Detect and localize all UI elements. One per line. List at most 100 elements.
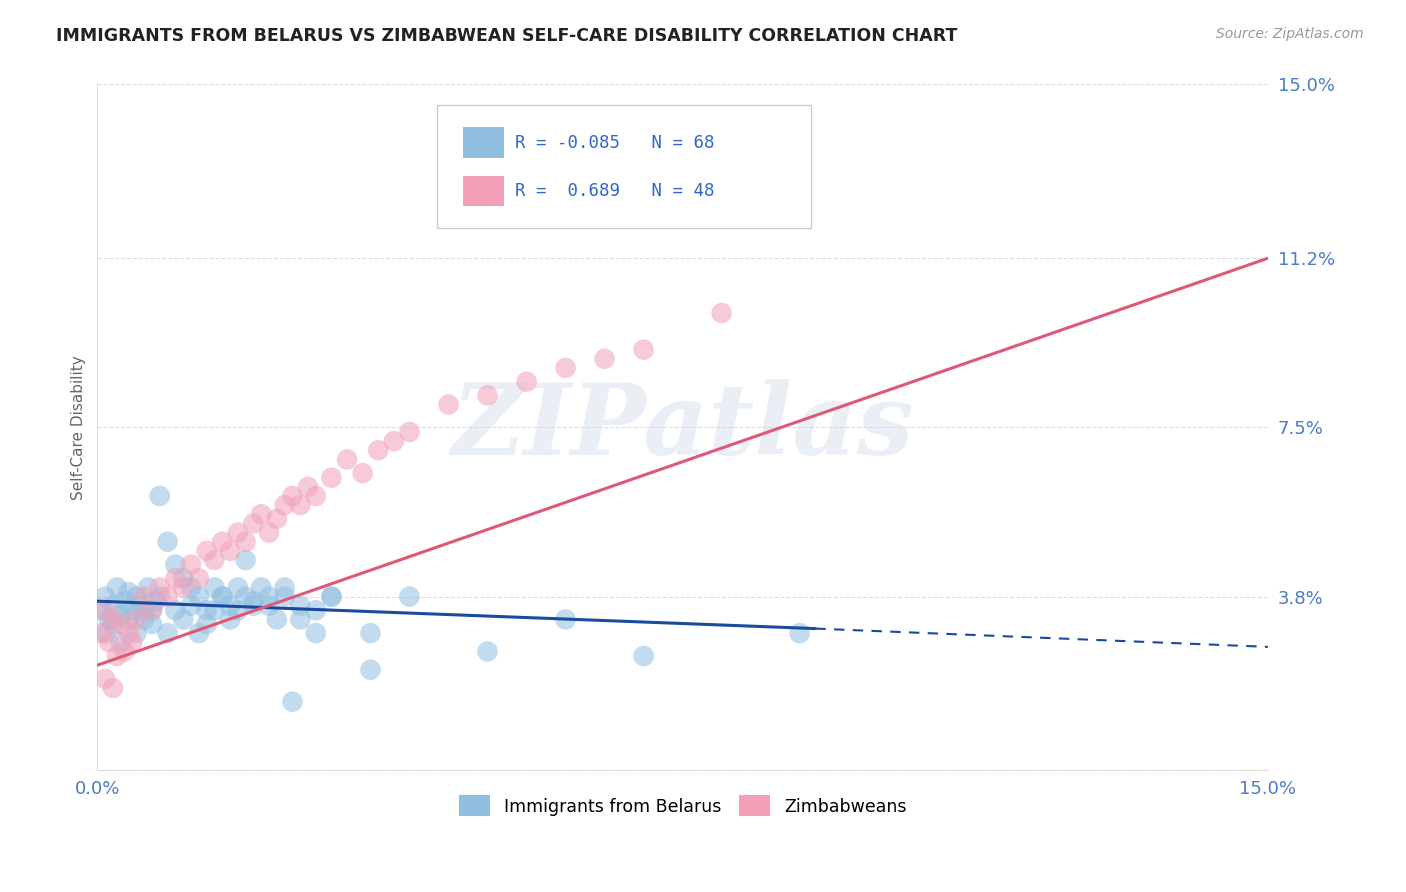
Point [156,590,179,604]
Point [172,581,194,595]
Point [105,648,128,663]
Point [94,590,117,604]
Point [257,590,280,604]
Point [98,635,121,649]
Point [136,581,159,595]
Point [172,612,194,626]
Point [789,626,811,640]
Point [477,644,499,658]
Point [398,590,420,604]
Point [235,553,257,567]
Point [321,590,343,604]
Point [226,581,249,595]
Point [141,603,163,617]
Legend: Immigrants from Belarus, Zimbabweans: Immigrants from Belarus, Zimbabweans [451,789,914,823]
Point [114,644,136,658]
Point [281,489,304,503]
Point [165,603,187,617]
FancyBboxPatch shape [437,105,811,228]
Point [117,626,139,640]
Point [219,612,242,626]
Point [242,516,264,531]
Point [211,590,233,604]
Point [226,603,249,617]
Point [367,443,389,458]
Point [94,603,117,617]
Point [211,590,233,604]
Point [242,594,264,608]
Point [129,599,152,613]
Point [180,599,202,613]
Point [187,571,209,585]
Point [149,489,172,503]
Text: IMMIGRANTS FROM BELARUS VS ZIMBABWEAN SELF-CARE DISABILITY CORRELATION CHART: IMMIGRANTS FROM BELARUS VS ZIMBABWEAN SE… [56,27,957,45]
Point [195,617,218,632]
Point [187,626,209,640]
Point [321,590,343,604]
Point [110,635,132,649]
Point [211,534,233,549]
Point [219,599,242,613]
Point [101,617,124,632]
Point [352,466,374,480]
Point [219,544,242,558]
Point [180,581,202,595]
Point [149,590,172,604]
Point [321,471,343,485]
Point [633,343,655,357]
Point [156,534,179,549]
Point [121,603,143,617]
Point [360,663,382,677]
Point [257,599,280,613]
Point [117,585,139,599]
Point [202,603,225,617]
Y-axis label: Self-Care Disability: Self-Care Disability [72,355,86,500]
Point [273,581,295,595]
Point [134,590,156,604]
Point [141,617,163,632]
Text: ZIPatlas: ZIPatlas [451,379,914,475]
Point [101,612,124,626]
Point [516,375,538,389]
Point [266,512,288,526]
Point [235,590,257,604]
Point [382,434,405,449]
Point [242,599,264,613]
Point [297,480,319,494]
Point [90,626,112,640]
Point [554,360,576,375]
Point [305,603,328,617]
Point [633,648,655,663]
Point [235,534,257,549]
Point [110,617,132,632]
Point [305,489,328,503]
Point [477,388,499,402]
Point [554,612,576,626]
Point [250,508,273,522]
Point [149,581,172,595]
Bar [463,176,503,206]
Text: R = -0.085   N = 68: R = -0.085 N = 68 [515,134,714,152]
Point [226,525,249,540]
Point [117,612,139,626]
Point [125,590,148,604]
Point [290,498,312,512]
Point [94,626,117,640]
Point [90,603,112,617]
Point [273,498,295,512]
Point [593,351,616,366]
Point [141,603,163,617]
Point [145,594,167,608]
Point [180,558,202,572]
Point [281,695,304,709]
Point [336,452,359,467]
Point [710,306,733,320]
Point [172,571,194,585]
Point [125,612,148,626]
Point [398,425,420,439]
Point [266,612,288,626]
Point [98,612,121,626]
Point [360,626,382,640]
Point [305,626,328,640]
Point [789,169,811,183]
